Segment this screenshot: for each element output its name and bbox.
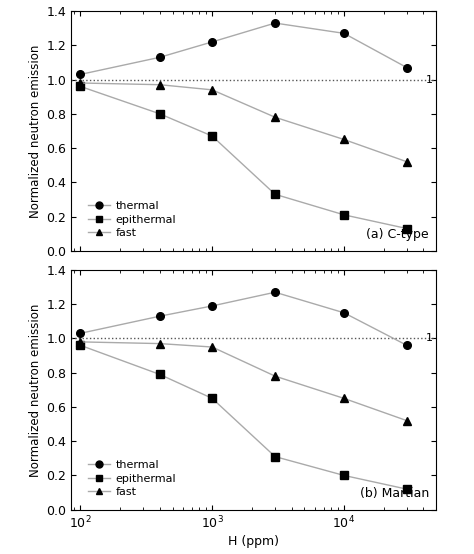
Legend: thermal, epithermal, fast: thermal, epithermal, fast xyxy=(88,201,176,238)
Y-axis label: Normalized neutron emission: Normalized neutron emission xyxy=(29,44,42,218)
Legend: thermal, epithermal, fast: thermal, epithermal, fast xyxy=(88,460,176,497)
Text: 1: 1 xyxy=(426,334,433,343)
Text: (b) Martian: (b) Martian xyxy=(360,487,429,500)
Y-axis label: Normalized neutron emission: Normalized neutron emission xyxy=(29,303,42,476)
X-axis label: H (ppm): H (ppm) xyxy=(228,535,279,548)
Text: (a) C-type: (a) C-type xyxy=(366,228,429,241)
Text: 1: 1 xyxy=(426,75,433,85)
